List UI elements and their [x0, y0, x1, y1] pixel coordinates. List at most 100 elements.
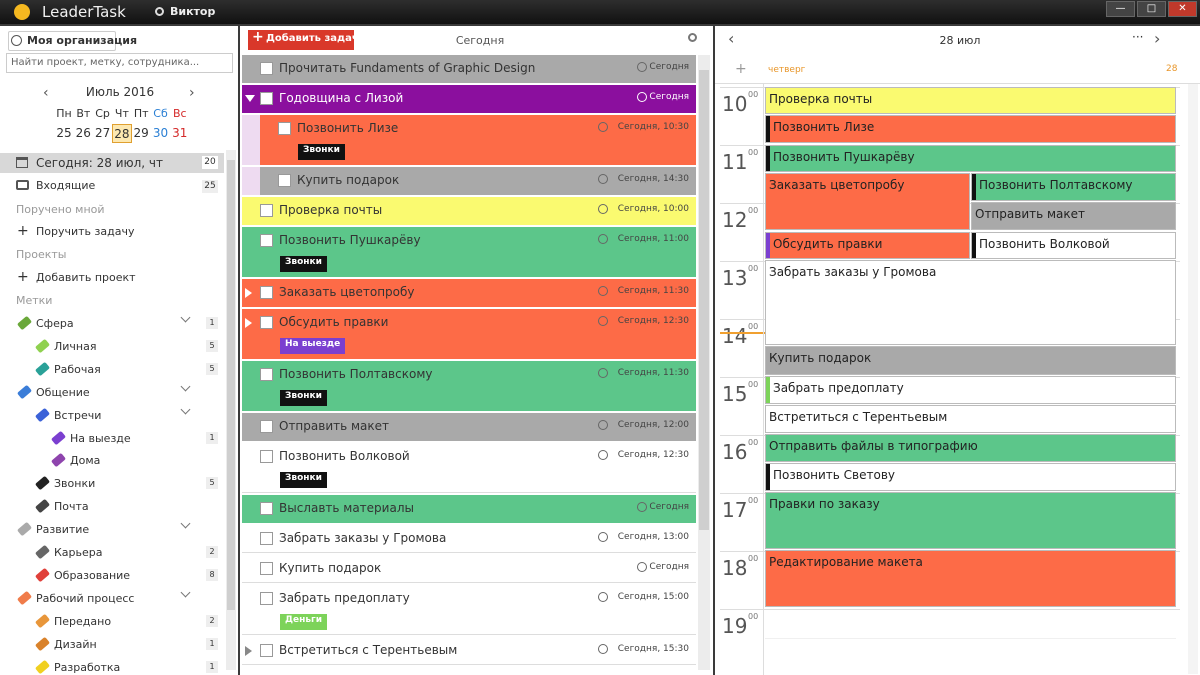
- expand-chevron[interactable]: [180, 518, 191, 529]
- tag-name[interactable]: На выезде: [70, 431, 131, 445]
- expand-arrow[interactable]: [245, 95, 255, 102]
- tag-name[interactable]: Почта: [54, 500, 89, 514]
- task-checkbox[interactable]: [260, 532, 273, 545]
- window-button[interactable]: —: [1106, 1, 1135, 17]
- calendar-event[interactable]: Позвонить Пушкарёву: [765, 145, 1176, 172]
- day[interactable]: 28: [111, 124, 132, 143]
- tag-name[interactable]: Дизайн: [54, 637, 97, 651]
- task-row[interactable]: Заказать цветопробу Сегодня, 11:30: [242, 279, 696, 307]
- org-button[interactable]: Моя организация: [8, 31, 137, 51]
- tag-name[interactable]: Сфера: [36, 317, 74, 330]
- expand-chevron[interactable]: [180, 312, 191, 323]
- task-row[interactable]: Обсудить правки Сегодня, 12:30 На выезде: [242, 309, 696, 359]
- task-row[interactable]: Купить подарок Сегодня, 14:30: [260, 167, 696, 195]
- today-row[interactable]: [0, 153, 224, 173]
- add-event[interactable]: +: [735, 61, 747, 77]
- task-checkbox[interactable]: [260, 62, 273, 75]
- calendar-event[interactable]: Заказать цветопробу: [765, 173, 970, 230]
- window-button[interactable]: ✕: [1168, 1, 1197, 17]
- user-name[interactable]: Виктор: [170, 5, 216, 18]
- task-row[interactable]: Позвонить Полтавскому Сегодня, 11:30 Звонк…: [242, 361, 696, 411]
- task-checkbox[interactable]: [260, 450, 273, 463]
- task-checkbox[interactable]: [260, 316, 273, 329]
- window-button[interactable]: □: [1137, 1, 1166, 17]
- task-row[interactable]: Встретиться с Терентьевым Сегодня, 15:30: [242, 637, 696, 665]
- tag-name[interactable]: Рабочий процесс: [36, 591, 135, 605]
- expand-chevron[interactable]: [180, 587, 191, 598]
- expand-chevron[interactable]: [180, 381, 191, 392]
- task-row[interactable]: Выславть материалы Сегодня: [242, 495, 696, 523]
- tag-name[interactable]: Встречи: [54, 408, 102, 422]
- task-checkbox[interactable]: [260, 204, 273, 217]
- task-row[interactable]: Отправить макет Сегодня, 12:00: [242, 413, 696, 441]
- calendar-event[interactable]: Позвонить Светову: [765, 463, 1176, 491]
- task-checkbox[interactable]: [260, 234, 273, 247]
- inbox-label[interactable]: Входящие: [36, 179, 96, 192]
- tag-name[interactable]: Разработка: [54, 660, 121, 674]
- menu-dots[interactable]: ···: [1132, 30, 1144, 44]
- tag-name[interactable]: Личная: [54, 339, 97, 353]
- delegate-link[interactable]: Поручить задачу: [36, 225, 135, 238]
- task-tag[interactable]: Звонки: [298, 144, 345, 160]
- task-tag[interactable]: Звонки: [280, 256, 327, 272]
- search-icon[interactable]: [688, 33, 697, 42]
- calendar-event[interactable]: Редактирование макета: [765, 550, 1176, 607]
- add-task-button[interactable]: Добавить задачу: [248, 30, 365, 50]
- calendar-event[interactable]: Позвонить Полтавскому: [971, 173, 1176, 201]
- task-row[interactable]: Купить подарок Сегодня: [242, 555, 696, 583]
- task-row[interactable]: Годовщина с Лизой Сегодня: [242, 85, 696, 113]
- tag-name[interactable]: Звонки: [54, 477, 96, 491]
- calendar-event[interactable]: Правки по заказу: [765, 492, 1176, 549]
- task-row[interactable]: Забрать предоплату Сегодня, 15:00 Деньги: [242, 585, 696, 635]
- task-checkbox[interactable]: [278, 174, 291, 187]
- task-checkbox[interactable]: [260, 592, 273, 605]
- task-checkbox[interactable]: [260, 92, 273, 105]
- expand-arrow[interactable]: [245, 646, 252, 656]
- tag-name[interactable]: Передано: [54, 614, 112, 628]
- calendar-event[interactable]: Позвонить Лизе: [765, 115, 1176, 143]
- calendar-event[interactable]: Забрать заказы у Громова: [765, 260, 1176, 345]
- task-checkbox[interactable]: [260, 644, 273, 657]
- task-checkbox[interactable]: [260, 286, 273, 299]
- calendar-event[interactable]: Проверка почты: [765, 87, 1176, 114]
- task-tag[interactable]: На выезде: [280, 338, 346, 354]
- month-prev[interactable]: ‹: [43, 85, 49, 101]
- task-row[interactable]: Проверка почты Сегодня, 10:00: [242, 197, 696, 225]
- calendar-event[interactable]: Купить подарок: [765, 346, 1176, 375]
- prev-day[interactable]: ‹: [728, 29, 735, 48]
- day[interactable]: 27: [94, 126, 111, 140]
- expand-chevron[interactable]: [180, 404, 191, 415]
- task-tag[interactable]: Звонки: [280, 472, 327, 488]
- task-tag[interactable]: Деньги: [280, 614, 328, 630]
- tag-name[interactable]: Образование: [54, 568, 131, 582]
- next-day[interactable]: ›: [1154, 29, 1161, 48]
- calendar-event[interactable]: Отправить файлы в типографию: [765, 434, 1176, 462]
- tag-name[interactable]: Карьера: [54, 546, 103, 559]
- day[interactable]: 31: [172, 126, 188, 140]
- day[interactable]: 29: [133, 126, 149, 140]
- task-row[interactable]: Позвонить Пушкарёву Сегодня, 11:00 Звонки: [242, 227, 696, 277]
- day[interactable]: 30: [152, 126, 169, 140]
- task-tag[interactable]: Звонки: [280, 390, 327, 406]
- add-project-link[interactable]: Добавить проект: [36, 271, 136, 284]
- task-row[interactable]: Позвонить Волковой Сегодня, 12:30 Звонки: [242, 443, 696, 493]
- task-checkbox[interactable]: [260, 562, 273, 575]
- tag-name[interactable]: Общение: [36, 385, 90, 399]
- tag-name[interactable]: Развитие: [36, 523, 90, 537]
- tag-name[interactable]: Рабочая: [54, 362, 101, 376]
- expand-arrow[interactable]: [245, 288, 252, 298]
- search-box[interactable]: Найти проект, метку, сотрудника...: [6, 53, 233, 73]
- task-row[interactable]: Забрать заказы у Громова Сегодня, 13:00: [242, 525, 696, 553]
- task-row[interactable]: Прочитать Fundaments of Graphic Design Се…: [242, 55, 696, 83]
- calendar-event[interactable]: Обсудить правки: [765, 232, 970, 259]
- task-checkbox[interactable]: [260, 368, 273, 381]
- month-next[interactable]: ›: [189, 85, 195, 101]
- calendar-event[interactable]: Позвонить Волковой: [971, 232, 1176, 259]
- day[interactable]: 26: [75, 126, 91, 140]
- calendar-event[interactable]: Отправить макет: [971, 202, 1176, 230]
- task-checkbox[interactable]: [260, 502, 273, 515]
- task-checkbox[interactable]: [278, 122, 291, 135]
- tag-name[interactable]: Дома: [70, 454, 101, 468]
- task-checkbox[interactable]: [260, 420, 273, 433]
- calendar-event[interactable]: Встретиться с Терентьевым: [765, 405, 1176, 433]
